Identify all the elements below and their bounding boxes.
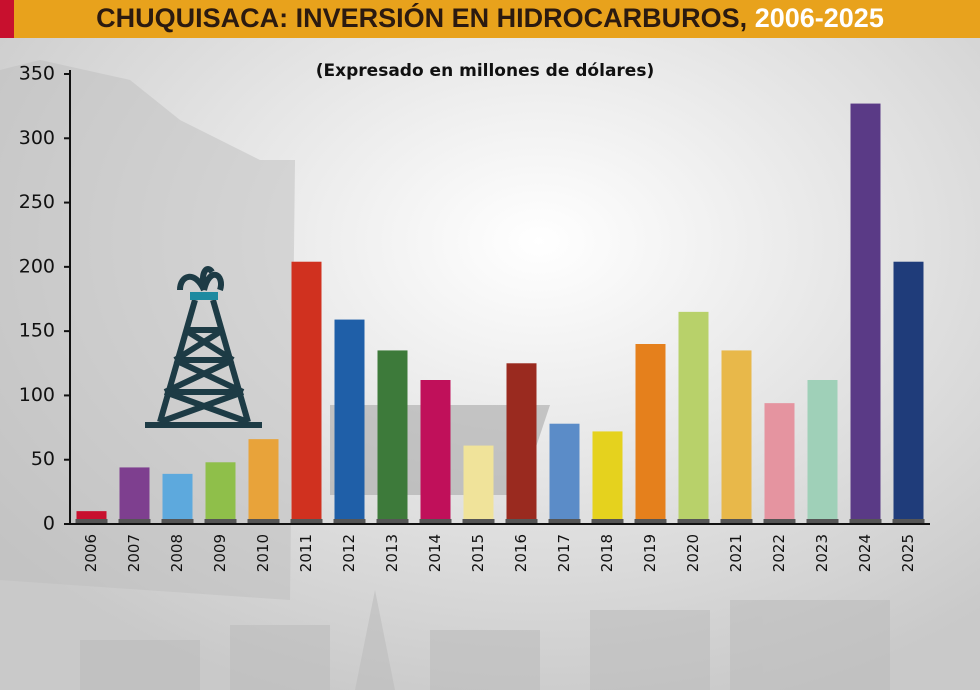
title-accent: [0, 0, 14, 38]
bar-base: [892, 519, 925, 524]
bar-base: [462, 519, 495, 524]
bar-base: [591, 519, 624, 524]
bar: [205, 462, 236, 524]
y-tick-label: 150: [19, 320, 55, 342]
chart-subtitle: (Expresado en millones de dólares): [316, 61, 654, 81]
title-main: CHUQUISACA: INVERSIÓN EN HIDROCARBUROS,: [96, 2, 747, 33]
chart-title: CHUQUISACA: INVERSIÓN EN HIDROCARBUROS, …: [96, 2, 884, 33]
bar: [592, 431, 623, 524]
bar-base: [419, 519, 452, 524]
y-tick-label: 300: [19, 127, 55, 149]
y-tick-label: 350: [19, 63, 55, 85]
x-tick-label: 2018: [598, 534, 616, 572]
x-tick-label: 2010: [254, 534, 272, 572]
bar-base: [333, 519, 366, 524]
title-years: 2006-2025: [755, 3, 884, 33]
y-tick-label: 200: [19, 255, 55, 277]
x-tick-label: 2015: [469, 534, 487, 572]
x-tick-label: 2007: [125, 534, 143, 572]
bar-base: [720, 519, 753, 524]
bar: [291, 261, 322, 524]
x-tick-label: 2020: [684, 534, 702, 572]
bar-base: [247, 519, 280, 524]
bar-base: [376, 519, 409, 524]
x-tick-label: 2012: [340, 534, 358, 572]
bar-base: [548, 519, 581, 524]
bar: [248, 439, 279, 524]
x-tick-label: 2013: [383, 534, 401, 572]
x-tick-label: 2011: [297, 534, 315, 572]
x-tick-label: 2006: [82, 534, 100, 572]
bar-base: [677, 519, 710, 524]
x-tick-label: 2016: [512, 534, 530, 572]
y-tick-label: 250: [19, 191, 55, 213]
bar-base: [290, 519, 323, 524]
bar-base: [806, 519, 839, 524]
bar: [678, 311, 709, 524]
x-tick-label: 2021: [727, 534, 745, 572]
x-tick-label: 2025: [899, 534, 917, 572]
title-band: [0, 0, 980, 38]
bar: [377, 350, 408, 524]
bar-base: [118, 519, 151, 524]
x-tick-label: 2014: [426, 534, 444, 572]
bar: [162, 473, 193, 524]
bar: [463, 445, 494, 524]
bar-base: [763, 519, 796, 524]
bar-base: [634, 519, 667, 524]
bar: [721, 350, 752, 524]
industry-silhouettes: [80, 590, 890, 690]
bar: [119, 467, 150, 524]
y-tick-label: 50: [31, 448, 55, 470]
bar-base: [75, 519, 108, 524]
bar: [334, 319, 365, 524]
bar: [549, 423, 580, 524]
bar: [764, 403, 795, 524]
x-tick-label: 2017: [555, 534, 573, 572]
bar-base: [161, 519, 194, 524]
x-tick-label: 2019: [641, 534, 659, 572]
x-tick-label: 2008: [168, 534, 186, 572]
y-tick-label: 0: [43, 513, 55, 535]
x-tick-label: 2023: [813, 534, 831, 572]
bar: [635, 344, 666, 524]
x-tick-label: 2022: [770, 534, 788, 572]
bar: [893, 261, 924, 524]
x-tick-label: 2009: [211, 534, 229, 572]
x-tick-label: 2024: [856, 534, 874, 572]
y-tick-label: 100: [19, 384, 55, 406]
bar: [420, 380, 451, 524]
bar: [506, 363, 537, 524]
bar: [807, 380, 838, 524]
bar-base: [505, 519, 538, 524]
derrick-icon: [145, 266, 262, 428]
bar-base: [204, 519, 237, 524]
bar: [850, 103, 881, 525]
bar-base: [849, 519, 882, 524]
